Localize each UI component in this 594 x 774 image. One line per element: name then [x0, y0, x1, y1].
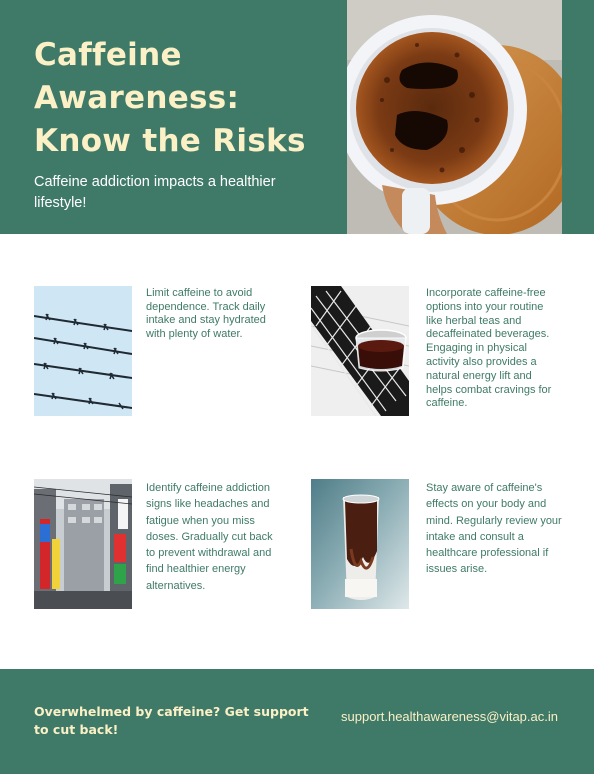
hero-banner: Caffeine Awareness: Know the Risks Caffe… — [0, 0, 594, 234]
page-title: Caffeine Awareness: Know the Risks — [34, 37, 306, 159]
card-stay-aware-text: Stay aware of caffeine's effects on your… — [426, 482, 562, 576]
coffee-cup-photo — [347, 0, 562, 234]
support-call-to-action: Overwhelmed by caffeine? Get support to … — [34, 704, 309, 737]
barbed-wire-photo — [34, 286, 132, 416]
support-email-link[interactable]: support.healthawareness@vitap.ac.in — [341, 709, 558, 724]
hero-subtitle: Caffeine addiction impacts a healthier l… — [34, 174, 276, 211]
footer-banner: Overwhelmed by caffeine? Get support to … — [0, 669, 594, 774]
espresso-glass-photo — [311, 286, 409, 416]
card-alternatives-text: Incorporate caffeine-free options into y… — [426, 287, 552, 410]
card-limit-caffeine-text: Limit caffeine to avoid dependence. Trac… — [146, 287, 266, 340]
city-street-photo — [34, 479, 132, 609]
iced-coffee-photo — [311, 479, 409, 609]
card-signs-text: Identify caffeine addiction signs like h… — [146, 482, 273, 592]
